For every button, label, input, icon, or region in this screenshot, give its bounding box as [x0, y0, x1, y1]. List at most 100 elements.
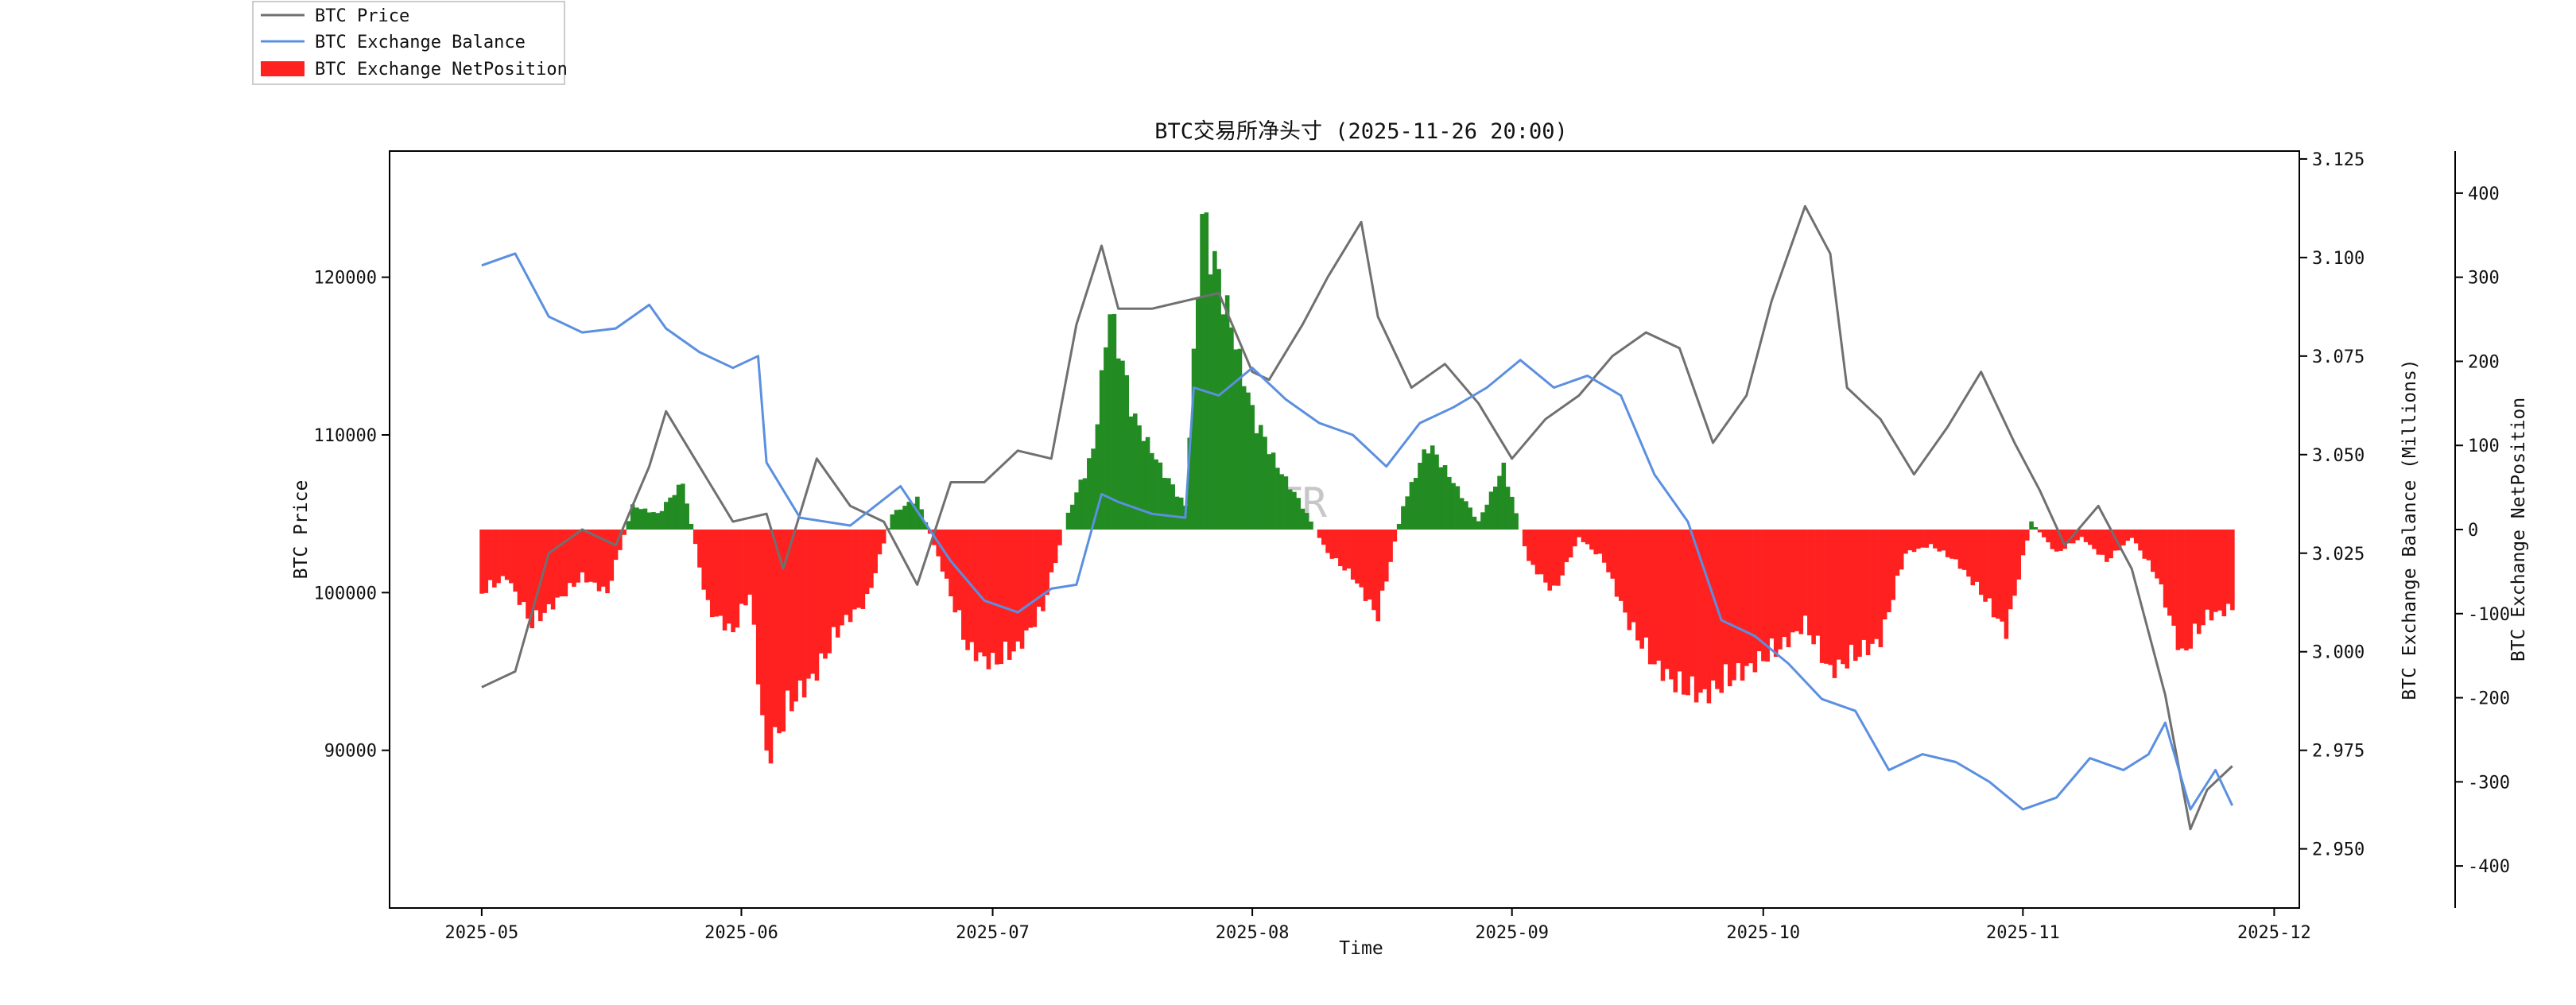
netposition-bar: [1690, 530, 1695, 677]
netposition-tick-label: -300: [2468, 773, 2510, 793]
netposition-bar: [1920, 530, 1925, 548]
netposition-bar: [1459, 498, 1465, 530]
netposition-bar: [1447, 476, 1452, 530]
netposition-bar: [1782, 530, 1787, 638]
netposition-bar: [2163, 530, 2168, 608]
netposition-bar: [898, 509, 903, 530]
netposition-bar: [1224, 295, 1230, 530]
netposition-bar: [533, 530, 539, 611]
netposition-bar: [1660, 530, 1666, 681]
netposition-bar: [1514, 513, 1519, 530]
netposition-bar: [509, 530, 514, 584]
netposition-bar: [2125, 530, 2130, 541]
netposition-bar: [1534, 530, 1540, 575]
netposition-bar: [1765, 530, 1770, 662]
netposition-bar: [1619, 530, 1624, 601]
netposition-bar: [1350, 530, 1356, 580]
netposition-bar: [1556, 530, 1561, 586]
netposition-bar: [2171, 530, 2176, 627]
netposition-bar: [2201, 530, 2206, 626]
netposition-bar: [1560, 530, 1565, 576]
netposition-bar: [1108, 314, 1112, 530]
netposition-bar: [877, 530, 883, 555]
netposition-bar: [1259, 425, 1263, 530]
netposition-bar: [638, 509, 643, 530]
netposition-bar: [2179, 530, 2185, 649]
netposition-tick-label: 300: [2468, 269, 2500, 289]
netposition-bar: [2221, 530, 2227, 617]
netposition-tick-label: 0: [2468, 521, 2478, 541]
netposition-bar: [689, 523, 694, 530]
netposition-bar: [550, 530, 556, 610]
netposition-bar: [869, 530, 874, 588]
price-axis: 90000 100000 110000 120000: [314, 269, 390, 762]
netposition-bar: [1740, 530, 1745, 681]
netposition-bar: [1899, 530, 1904, 570]
netposition-bar: [668, 497, 673, 530]
netposition-bar: [1744, 530, 1749, 666]
price-axis-label: BTC Price: [291, 480, 312, 580]
netposition-bar: [1396, 523, 1402, 530]
netposition-bar: [646, 512, 652, 530]
netposition-bar: [2109, 530, 2113, 559]
netposition-bar: [483, 530, 489, 593]
netposition-bar: [1292, 491, 1297, 530]
netposition-bar: [1488, 491, 1494, 530]
balance-tick-label: 2.975: [2312, 742, 2365, 762]
price-tick-label: 90000: [324, 742, 377, 762]
netposition-bar: [576, 530, 580, 583]
netposition-bar: [1656, 530, 1661, 661]
netposition-bar: [2024, 530, 2030, 541]
netposition-bar: [965, 530, 970, 650]
netposition-bar: [605, 530, 610, 594]
netposition-bar: [727, 530, 731, 624]
netposition-bar: [642, 508, 648, 530]
netposition-bar: [555, 530, 560, 598]
netposition-bars: [479, 212, 2235, 764]
x-tick-label: 2025-12: [2237, 923, 2311, 943]
netposition-bar: [906, 502, 912, 530]
netposition-bar: [1401, 506, 1406, 530]
netposition-bar: [1798, 530, 1804, 634]
netposition-bar: [1426, 453, 1431, 530]
netposition-bar: [814, 530, 820, 681]
netposition-bar: [496, 530, 501, 584]
netposition-bar: [760, 530, 765, 716]
legend-frame: [252, 1, 565, 85]
netposition-bar: [697, 530, 702, 568]
netposition-bar: [1418, 463, 1422, 530]
netposition-bar: [1564, 530, 1569, 563]
x-tick-label: 2025-05: [445, 923, 519, 943]
netposition-bar: [2066, 530, 2072, 544]
netposition-bar: [1828, 530, 1833, 665]
netposition-bar: [973, 530, 979, 662]
balance-tick-label: 3.125: [2312, 150, 2365, 170]
netposition-bar: [806, 530, 811, 679]
netposition-bar: [910, 503, 916, 530]
balance-tick-label: 3.100: [2312, 249, 2365, 269]
netposition-bar: [1317, 530, 1322, 538]
netposition-bar: [1794, 530, 1799, 631]
netposition-bar: [1128, 416, 1134, 530]
netposition-bar: [1991, 530, 1996, 618]
netposition-bar: [584, 530, 589, 583]
netposition-bar: [479, 530, 484, 594]
netposition-bar: [1937, 530, 1942, 552]
netposition-bar: [2196, 530, 2202, 634]
netposition-bar: [685, 503, 689, 530]
netposition-bar: [1283, 476, 1289, 530]
netposition-bar: [1623, 530, 1627, 613]
netposition-bar: [1041, 530, 1046, 611]
netposition-bar: [709, 530, 715, 618]
netposition-bar: [1693, 530, 1699, 703]
netposition-bar: [789, 530, 794, 712]
netposition-bar: [559, 530, 564, 597]
netposition-bar: [1434, 454, 1439, 530]
netposition-bar: [1170, 484, 1175, 530]
netposition-bar: [1271, 452, 1276, 530]
netposition-bar: [1015, 530, 1021, 642]
netposition-bar: [1049, 530, 1054, 572]
netposition-bar: [1124, 374, 1130, 530]
price-line: [481, 204, 2233, 831]
netposition-bar: [1987, 530, 1992, 599]
